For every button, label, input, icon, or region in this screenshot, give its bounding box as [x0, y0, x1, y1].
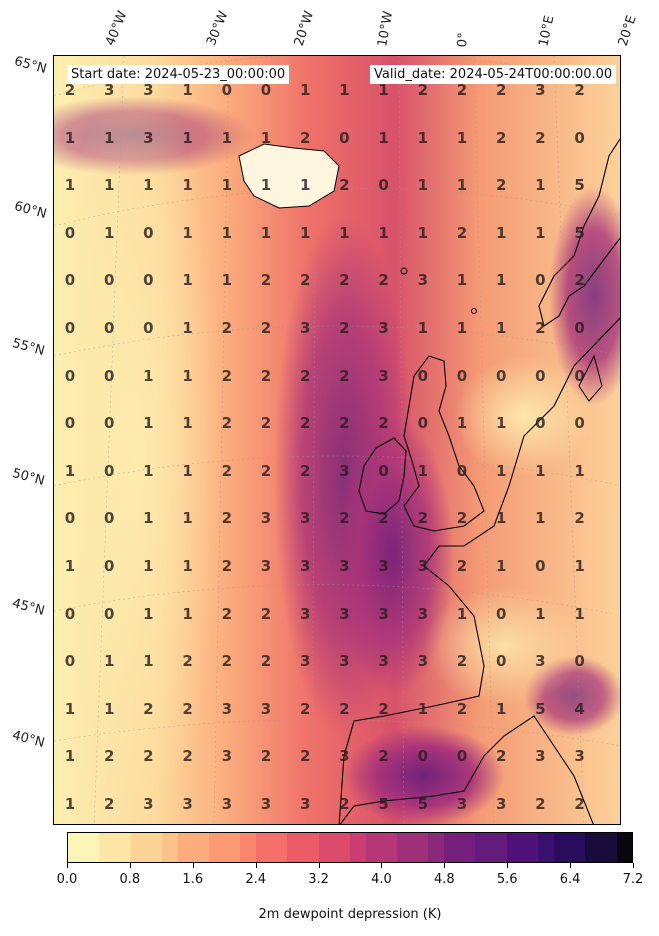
colorbar-title: 2m dewpoint depression (K) — [258, 907, 442, 922]
lat-label-60n: 60°N — [12, 199, 49, 222]
colorbar-segment — [616, 833, 633, 862]
colorbar-segment — [428, 833, 445, 862]
colorbar-segment — [444, 833, 460, 862]
colorbar — [67, 832, 633, 863]
colorbar-segment — [287, 833, 304, 862]
colorbar-segment — [193, 833, 210, 862]
colorbar-tick — [444, 863, 446, 868]
colorbar-tick — [255, 863, 257, 868]
lon-label-20w: 20°W — [291, 9, 318, 48]
lat-label-45n: 45°N — [10, 596, 47, 619]
lon-label-20e: 20°E — [615, 13, 640, 49]
france-moist-region — [424, 586, 584, 706]
high-depression-band-2 — [334, 416, 454, 696]
colorbar-segment — [224, 833, 241, 862]
colorbar-segment — [365, 833, 382, 862]
great-britain-coastline — [403, 355, 485, 532]
colorbar-segment — [553, 833, 570, 862]
colorbar-segment — [569, 833, 586, 862]
colorbar-tick — [67, 863, 68, 868]
colorbar-segment — [271, 833, 288, 862]
colorbar-segment — [522, 833, 539, 862]
colorbar-tick-label: 7.2 — [622, 872, 644, 887]
colorbar-segment — [303, 833, 319, 862]
colorbar-segment — [334, 833, 351, 862]
colorbar-tick-label: 5.6 — [496, 872, 518, 887]
colorbar-tick-label: 4.0 — [371, 872, 392, 887]
colorbar-tick — [570, 863, 572, 868]
colorbar-segment — [459, 833, 476, 862]
colorbar-segment — [240, 833, 257, 862]
denmark-coastline — [578, 354, 603, 402]
colorbar-tick-label: 0.8 — [119, 872, 141, 887]
scandinavia-coastline — [538, 138, 620, 327]
colorbar-tick — [318, 863, 320, 868]
colorbar-segment — [412, 833, 429, 862]
colorbar-tick-label: 2.4 — [245, 872, 266, 887]
colorbar-segment — [475, 833, 492, 862]
colorbar-segment — [491, 833, 507, 862]
faroe-islands — [400, 267, 408, 275]
map-panel[interactable] — [53, 55, 621, 825]
colorbar-tick — [129, 863, 131, 868]
iberia-dry-region — [344, 726, 504, 824]
lon-label-10e: 10°E — [536, 14, 558, 49]
lat-label-50n: 50°N — [10, 466, 47, 489]
lon-label-0: 0° — [455, 31, 472, 48]
valid-date-box: Valid_date: 2024-05-24T00:00:00.00 — [370, 65, 617, 84]
colorbar-segment — [256, 833, 272, 862]
north-sea-moist-region — [454, 356, 594, 476]
colorbar-segment — [506, 833, 523, 862]
colorbar-segment — [397, 833, 413, 862]
dewpoint-depression-map — [54, 56, 620, 824]
lat-label-40n: 40°N — [10, 728, 47, 751]
colorbar-tick-label: 6.4 — [559, 872, 581, 887]
colorbar-segment — [115, 833, 131, 862]
scandinavia-dry-region — [549, 186, 620, 406]
colorbar-segment — [146, 833, 163, 862]
colorbar-segment — [99, 833, 116, 862]
colorbar-segment — [350, 833, 366, 862]
lat-label-65n: 65°N — [12, 54, 49, 77]
colorbar-segment — [585, 833, 601, 862]
colorbar-tick — [507, 863, 509, 868]
colorbar-tick-label: 0.0 — [56, 872, 78, 887]
shetland-islands — [471, 308, 477, 314]
colorbar-segment — [177, 833, 194, 862]
colorbar-segment — [538, 833, 554, 862]
ireland-coastline — [358, 437, 407, 515]
colorbar-tick — [192, 863, 194, 868]
colorbar-tick — [633, 863, 634, 868]
colorbar-segment — [381, 833, 398, 862]
lon-label-10w: 10°W — [375, 10, 397, 49]
colorbar-segment — [600, 833, 617, 862]
lat-label-55n: 55°N — [10, 336, 47, 359]
iberia-coastline — [339, 715, 594, 824]
colorbar-segment — [162, 833, 178, 862]
lon-label-40w: 40°W — [103, 9, 131, 48]
start-date-box: Start date: 2024-05-23_00:00:00 — [67, 65, 290, 84]
moist-west-region — [54, 76, 224, 824]
colorbar-tick-label: 1.6 — [182, 872, 204, 887]
colorbar-segment — [68, 833, 84, 862]
lon-label-30w: 30°W — [204, 9, 232, 48]
europe-west-coastline — [338, 317, 620, 824]
colorbar-segment — [209, 833, 225, 862]
iceland-coastline — [238, 143, 340, 209]
colorbar-tick — [381, 863, 383, 868]
colorbar-segment — [318, 833, 335, 862]
colorbar-segment — [130, 833, 147, 862]
colorbar-tick-label: 3.2 — [308, 872, 329, 887]
colorbar-tick-label: 4.8 — [433, 872, 455, 887]
colorbar-segment — [83, 833, 100, 862]
